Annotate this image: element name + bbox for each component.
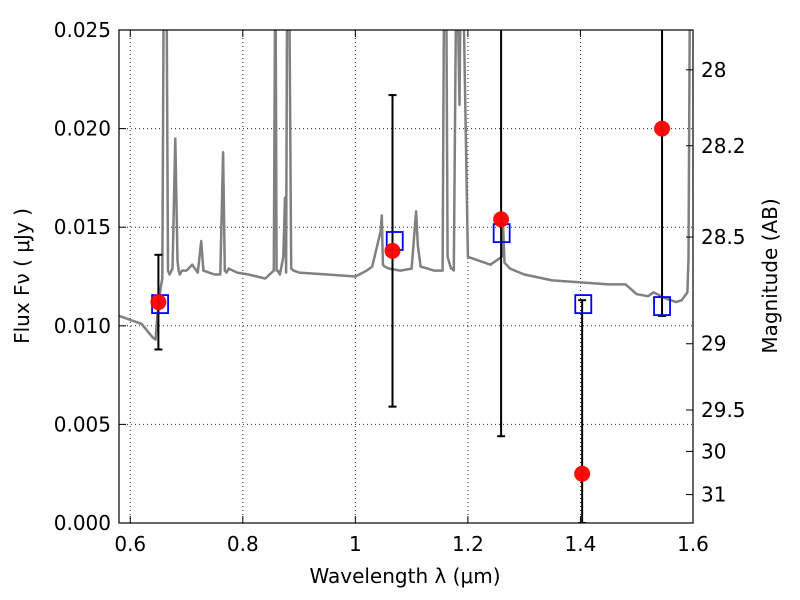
y-axis-label: Flux Fν ( μJy ) xyxy=(10,208,34,344)
data-point xyxy=(384,243,400,259)
right-axis-tick-label: 31 xyxy=(701,483,726,507)
data-point xyxy=(493,211,509,227)
spectrum-line xyxy=(119,0,693,340)
plot-frame xyxy=(119,30,693,523)
data-point xyxy=(150,294,166,310)
data-point xyxy=(574,466,590,482)
x-tick-label: 0.8 xyxy=(227,532,259,556)
y-tick-label: 0.025 xyxy=(54,18,111,42)
plot-area xyxy=(119,0,693,523)
right-axis-tick-label: 28.5 xyxy=(701,225,746,249)
x-tick-label: 0.6 xyxy=(114,532,146,556)
right-axis-tick-label: 28 xyxy=(701,58,726,82)
y-tick-label: 0.015 xyxy=(54,215,111,239)
x-axis-label: Wavelength λ (μm) xyxy=(309,564,500,588)
x-tick-label: 1.6 xyxy=(677,532,709,556)
right-axis-tick-label: 29 xyxy=(701,332,726,356)
right-axis-tick-label: 29.5 xyxy=(701,398,746,422)
right-axis-tick-label: 28.2 xyxy=(701,134,746,158)
right-axis-tick-label: 30 xyxy=(701,439,726,463)
right-axis-label: Magnitude (AB) xyxy=(758,198,782,353)
x-tick-label: 1.4 xyxy=(565,532,597,556)
data-point xyxy=(654,121,670,137)
y-tick-label: 0.020 xyxy=(54,117,111,141)
y-tick-label: 0.000 xyxy=(54,511,111,535)
y-tick-label: 0.005 xyxy=(54,412,111,436)
model-square xyxy=(575,295,591,313)
x-tick-label: 1 xyxy=(349,532,362,556)
x-tick-label: 1.2 xyxy=(452,532,484,556)
y-tick-label: 0.010 xyxy=(54,314,111,338)
grid xyxy=(119,30,693,523)
flux-chart: 0.6 0.8 1 1.2 1.4 1.6 0.000 0.005 0.010 0.015 0.02… xyxy=(0,0,800,600)
